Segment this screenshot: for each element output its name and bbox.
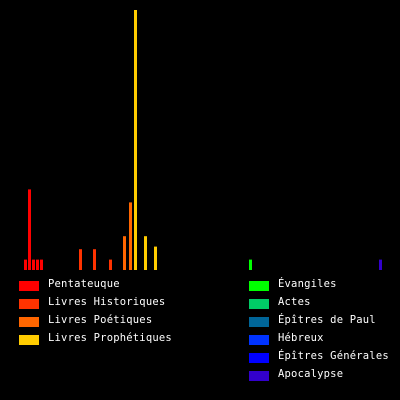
legend-swatch bbox=[249, 317, 269, 327]
legend-swatch bbox=[249, 371, 269, 381]
bar bbox=[93, 249, 96, 270]
legend-label: Livres Prophétiques bbox=[48, 332, 172, 344]
legend-swatch bbox=[19, 281, 39, 291]
bar bbox=[32, 259, 35, 270]
legend-label: Livres Poétiques bbox=[48, 314, 153, 326]
legend-label: Livres Historiques bbox=[48, 296, 166, 308]
bar bbox=[249, 259, 252, 270]
legend-label: Épîtres de Paul bbox=[278, 314, 376, 326]
legend-swatch bbox=[249, 353, 269, 363]
bar bbox=[28, 189, 31, 270]
legend-label: Pentateuque bbox=[48, 278, 120, 290]
legend-swatch bbox=[249, 299, 269, 309]
bar bbox=[36, 259, 39, 270]
bar bbox=[109, 259, 112, 270]
legend-swatch bbox=[19, 299, 39, 309]
bar bbox=[134, 10, 137, 270]
bar bbox=[379, 259, 382, 270]
bar bbox=[129, 202, 132, 270]
bar bbox=[144, 236, 147, 270]
legend-swatch bbox=[19, 335, 39, 345]
legend-swatch bbox=[19, 317, 39, 327]
bar bbox=[154, 246, 157, 270]
legend-label: Hébreux bbox=[278, 332, 324, 344]
legend-label: Actes bbox=[278, 296, 311, 308]
legend-label: Épîtres Générales bbox=[278, 350, 389, 362]
bar bbox=[79, 249, 82, 270]
legend-label: Apocalypse bbox=[278, 368, 344, 380]
legend-swatch bbox=[249, 335, 269, 345]
legend-swatch bbox=[249, 281, 269, 291]
legend-label: Évangiles bbox=[278, 278, 337, 290]
bar bbox=[123, 236, 126, 270]
bar bbox=[24, 259, 27, 270]
bar bbox=[40, 259, 43, 270]
